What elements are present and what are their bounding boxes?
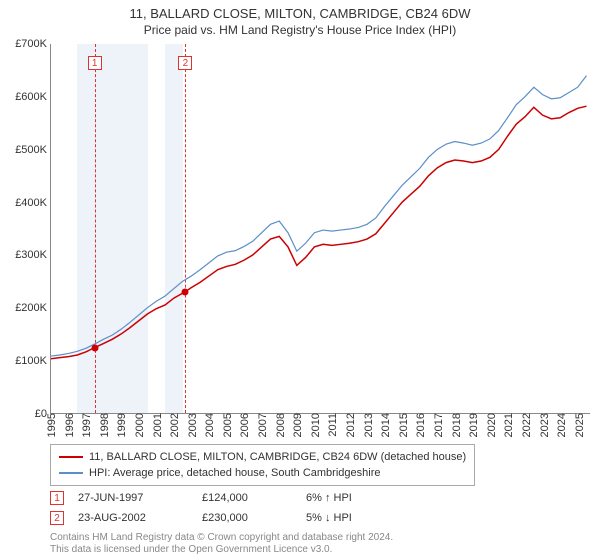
y-axis-label: £700K [15,38,51,50]
y-axis-label: £600K [15,91,51,103]
sale-price: £124,000 [202,492,292,504]
x-axis-label: 1997 [79,413,93,437]
footer-line-2: This data is licensed under the Open Gov… [50,544,393,556]
chart-marker-box: 2 [178,56,192,70]
y-axis-label: £100K [15,355,51,367]
x-axis-label: 2012 [343,413,357,437]
legend-swatch [59,472,83,474]
chart-title: 11, BALLARD CLOSE, MILTON, CAMBRIDGE, CB… [0,0,600,21]
x-axis-label: 2018 [449,413,463,437]
chart-lines [51,44,590,413]
y-axis-label: £500K [15,144,51,156]
y-axis-label: £300K [15,249,51,261]
chart-subtitle: Price paid vs. HM Land Registry's House … [0,21,600,37]
x-axis-label: 2017 [431,413,445,437]
sale-marker-dot [182,289,189,296]
chart-plot-area: £0£100K£200K£300K£400K£500K£600K£700K199… [50,44,590,414]
x-axis-label: 2000 [132,413,146,437]
x-axis-label: 2015 [396,413,410,437]
x-axis-label: 2008 [273,413,287,437]
x-axis-label: 2004 [202,413,216,437]
sale-price: £230,000 [202,512,292,524]
x-axis-label: 2022 [519,413,533,437]
x-axis-label: 2001 [150,413,164,437]
x-axis-label: 1999 [114,413,128,437]
x-axis-label: 2023 [537,413,551,437]
x-axis-label: 2016 [413,413,427,437]
legend-item: 11, BALLARD CLOSE, MILTON, CAMBRIDGE, CB… [59,449,466,465]
sale-date: 27-JUN-1997 [78,492,188,504]
footer-attribution: Contains HM Land Registry data © Crown c… [50,532,393,556]
x-axis-label: 1996 [62,413,76,437]
sale-record-row: 1 27-JUN-1997 £124,000 6% ↑ HPI [50,488,396,508]
footer-line-1: Contains HM Land Registry data © Crown c… [50,532,393,544]
x-axis-label: 2014 [378,413,392,437]
sale-hpi: 5% ↓ HPI [306,512,396,524]
sale-records: 1 27-JUN-1997 £124,000 6% ↑ HPI 2 23-AUG-2002… [50,488,396,528]
sale-marker-box: 1 [50,491,64,505]
sale-marker-box: 2 [50,511,64,525]
x-axis-label: 2011 [325,413,339,437]
x-axis-label: 1995 [44,413,58,437]
x-axis-label: 2003 [185,413,199,437]
y-axis-label: £200K [15,302,51,314]
x-axis-label: 2024 [554,413,568,437]
x-axis-label: 2009 [290,413,304,437]
legend-swatch [59,456,83,458]
sale-date: 23-AUG-2002 [78,512,188,524]
chart-marker-box: 1 [88,56,102,70]
legend-item: HPI: Average price, detached house, Sout… [59,465,466,481]
legend-label: 11, BALLARD CLOSE, MILTON, CAMBRIDGE, CB… [89,451,466,463]
x-axis-label: 2010 [308,413,322,437]
legend-label: HPI: Average price, detached house, Sout… [89,467,380,479]
x-axis-label: 2007 [255,413,269,437]
sale-hpi: 6% ↑ HPI [306,492,396,504]
x-axis-label: 2013 [361,413,375,437]
x-axis-label: 1998 [97,413,111,437]
x-axis-label: 2005 [220,413,234,437]
sale-marker-dot [91,345,98,352]
y-axis-label: £400K [15,197,51,209]
sale-record-row: 2 23-AUG-2002 £230,000 5% ↓ HPI [50,508,396,528]
series-hpi [51,76,586,356]
x-axis-label: 2002 [167,413,181,437]
x-axis-label: 2021 [501,413,515,437]
x-axis-label: 2019 [466,413,480,437]
x-axis-label: 2020 [484,413,498,437]
legend: 11, BALLARD CLOSE, MILTON, CAMBRIDGE, CB… [50,444,475,486]
x-axis-label: 2025 [572,413,586,437]
x-axis-label: 2006 [237,413,251,437]
